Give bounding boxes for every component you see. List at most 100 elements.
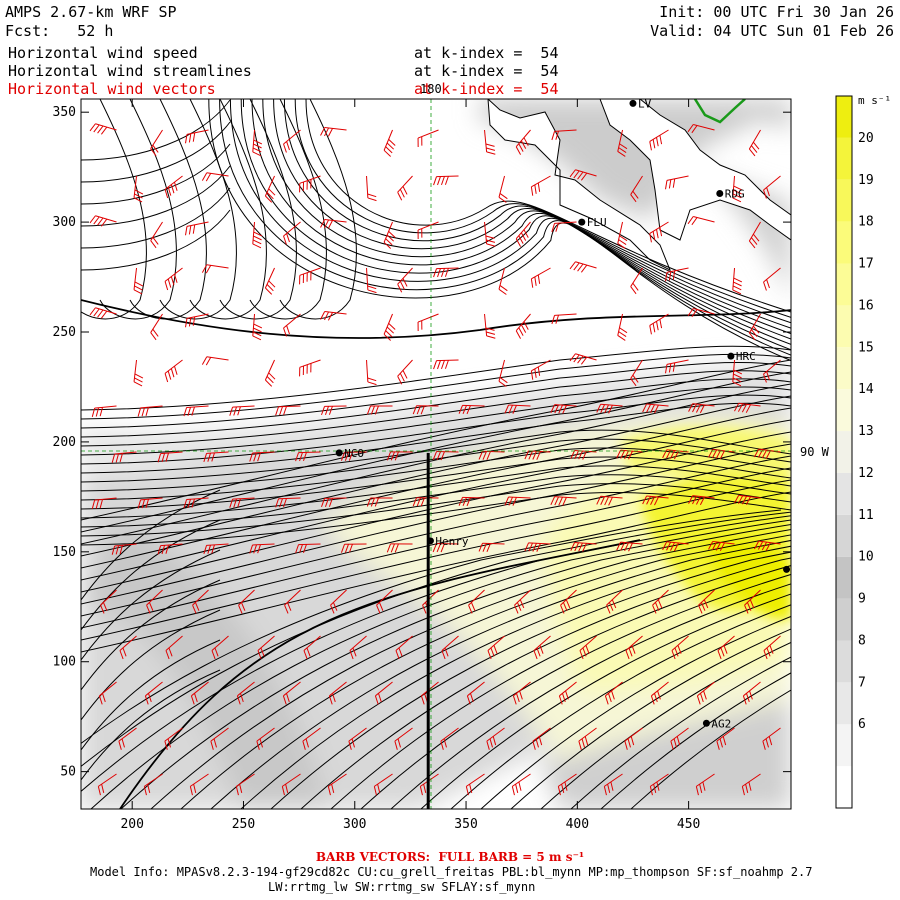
streamline: [273, 99, 791, 329]
wind-barb-feather: [600, 404, 605, 413]
colorbar: 6 7 8 9 10 11 12 13 14 15 16 17 18 19 20: [835, 95, 874, 809]
wind-barb-feather: [573, 170, 580, 179]
wind-barb-feather: [412, 405, 417, 415]
wind-barb-feather: [164, 189, 169, 199]
wind-barb-feather: [433, 360, 438, 370]
streamline: [208, 99, 791, 362]
wind-barb-feather: [692, 495, 698, 505]
wind-barb-feather: [205, 265, 212, 274]
parallel-label: 90 W: [800, 445, 830, 459]
wind-barb-feather: [386, 543, 391, 553]
wind-barb-feather: [656, 321, 659, 331]
wind-barb-feather: [285, 784, 289, 794]
wind-barb-feather: [466, 497, 471, 507]
wind-barb-feather: [412, 497, 417, 507]
wind-barb-feather: [174, 182, 178, 191]
wind-barb-feather: [699, 784, 703, 794]
wind-barb-feather: [732, 285, 742, 291]
wind-barb-feather: [99, 407, 103, 417]
wind-barb-feather: [281, 786, 285, 796]
wind-barb-feather: [624, 740, 628, 750]
streamline: [90, 519, 791, 809]
wind-barb-feather: [523, 321, 529, 330]
field-level-streamlines: at k-index = 54: [414, 62, 559, 80]
wind-barb-feather: [650, 496, 655, 505]
streamline: [305, 99, 791, 313]
wind-barb-feather: [189, 786, 193, 796]
wind-barb-feather: [624, 450, 629, 460]
wind-barb-feather: [486, 451, 491, 460]
wind-barb-feather: [534, 276, 537, 286]
colorbar-frame: [835, 95, 853, 809]
wind-barb-feather: [119, 545, 123, 555]
wind-barb-feather: [279, 498, 283, 508]
wind-barb-feather: [388, 230, 396, 238]
wind-barb-feather: [167, 370, 172, 380]
wind-barb-feather: [115, 545, 120, 555]
wind-barb-feather: [744, 604, 749, 614]
wind-barb-feather: [383, 149, 391, 157]
wind-barb-feather: [745, 404, 751, 413]
wind-barb-feather: [769, 645, 774, 654]
wind-barb-feather: [420, 497, 425, 507]
wind-barb-feather: [174, 366, 178, 375]
wind-barb-feather: [499, 377, 508, 384]
wind-barb-feather: [719, 542, 725, 552]
streamline: [570, 656, 791, 809]
wind-barb-feather: [458, 405, 463, 414]
wind-barb-feather: [100, 126, 108, 135]
wind-barb-feather: [102, 693, 106, 703]
forecast-hour: Fcst: 52 h: [5, 22, 114, 40]
wind-barb-feather: [608, 497, 613, 506]
wind-barb-feather: [174, 274, 178, 283]
wind-barb-feather: [750, 145, 758, 153]
wind-barb-feather: [561, 784, 565, 794]
wind-barb-feather: [653, 784, 657, 794]
valid-time: Valid: 04 UTC Sun 01 Feb 26: [650, 22, 894, 40]
wind-barb-feather: [133, 289, 143, 295]
streamline: [81, 362, 791, 429]
wind-barb-feather: [654, 693, 658, 703]
wind-barb-feather: [752, 325, 760, 334]
streamline: [150, 529, 791, 809]
wind-barb-feather: [286, 325, 290, 335]
wind-barb-feather: [573, 354, 580, 363]
wind-barb-feather: [746, 693, 750, 703]
wind-barb-feather: [367, 193, 377, 198]
wind-barb-feather: [654, 496, 659, 506]
wind-barb-feather: [676, 736, 681, 746]
wind-barb-feather: [733, 373, 742, 379]
wind-barb-feather: [765, 450, 771, 459]
station-label: LV: [638, 97, 652, 110]
wind-barb-feather: [624, 542, 629, 552]
wind-barb-feather: [397, 191, 403, 201]
wind-barb-feather: [328, 695, 333, 705]
wind-barb-feather: [670, 542, 675, 551]
wind-barb-feather: [555, 130, 559, 140]
wind-barb-feather: [715, 450, 721, 459]
colorbar-label: 7: [858, 675, 866, 690]
wind-barb-feather: [489, 738, 493, 748]
wind-barb-feather: [688, 495, 694, 504]
wind-barb-feather: [632, 282, 639, 291]
wind-barb-feather: [766, 279, 770, 289]
wind-barb-feather: [512, 497, 517, 506]
wind-barb-feather: [750, 329, 758, 337]
wind-barb-feather: [420, 405, 425, 415]
x-axis-ticks: 200 250 300 350 400 450: [120, 99, 700, 832]
wind-barb-feather: [585, 645, 590, 654]
wind-barb-feather: [441, 268, 445, 278]
wind-barb-feather: [305, 738, 309, 748]
wind-barb-feather: [577, 263, 584, 272]
wind-barb-feather: [656, 137, 659, 147]
wind-barb-feather: [582, 647, 587, 657]
wind-barb-feather: [134, 189, 144, 195]
streamline: [300, 557, 791, 809]
wind-barb-feather: [577, 171, 584, 180]
wind-barb-feather: [674, 647, 679, 657]
wind-barb-feather: [562, 405, 567, 414]
wind-barb-feather: [386, 451, 391, 461]
wind-barb-feather: [367, 289, 377, 294]
wind-barb-feather: [534, 184, 537, 194]
wind-barb-feather: [194, 602, 200, 611]
